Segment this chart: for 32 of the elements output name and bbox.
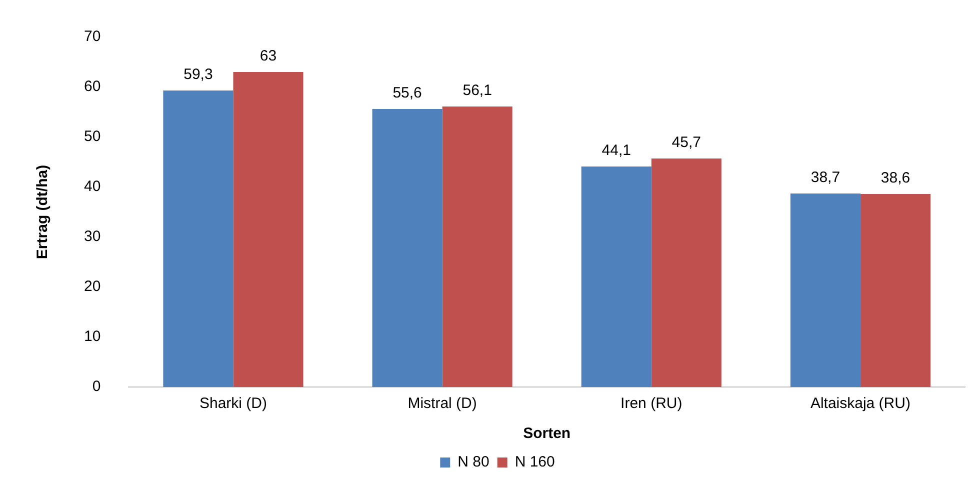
bar [581, 166, 652, 387]
y-tick-label: 60 [84, 78, 101, 96]
y-tick-label: 50 [84, 128, 101, 146]
data-label: 59,3 [184, 66, 213, 84]
bar [372, 109, 442, 387]
x-axis-title: Sorten [523, 425, 571, 442]
x-tick-label: Mistral (D) [408, 395, 477, 412]
data-label: 38,7 [810, 169, 840, 186]
y-axis-title: Ertrag (dt/ha) [34, 164, 52, 260]
data-label: 56,1 [462, 82, 492, 100]
bar [442, 106, 512, 387]
legend-label: N 160 [514, 454, 555, 471]
data-label: 63 [260, 48, 277, 65]
y-tick-label: 70 [84, 28, 101, 46]
data-label: 44,1 [602, 142, 631, 160]
x-tick-label: Altaiskaja (RU) [810, 395, 910, 412]
y-tick-label: 20 [84, 278, 101, 296]
data-label: 38,6 [880, 170, 910, 187]
y-tick-label: 40 [84, 178, 101, 196]
y-tick-label: 10 [84, 328, 101, 346]
y-tick-label: 0 [92, 378, 101, 396]
bar [233, 72, 304, 387]
legend-label: N 80 [458, 454, 490, 471]
bar [651, 158, 722, 387]
y-tick-label: 30 [84, 228, 101, 246]
data-label: 55,6 [392, 84, 422, 102]
bar [860, 194, 930, 387]
bar [163, 90, 234, 387]
bar [790, 194, 860, 387]
data-label: 45,7 [672, 134, 702, 152]
x-tick-label: Sharki (D) [199, 395, 267, 412]
x-tick-label: Iren (RU) [620, 395, 682, 412]
